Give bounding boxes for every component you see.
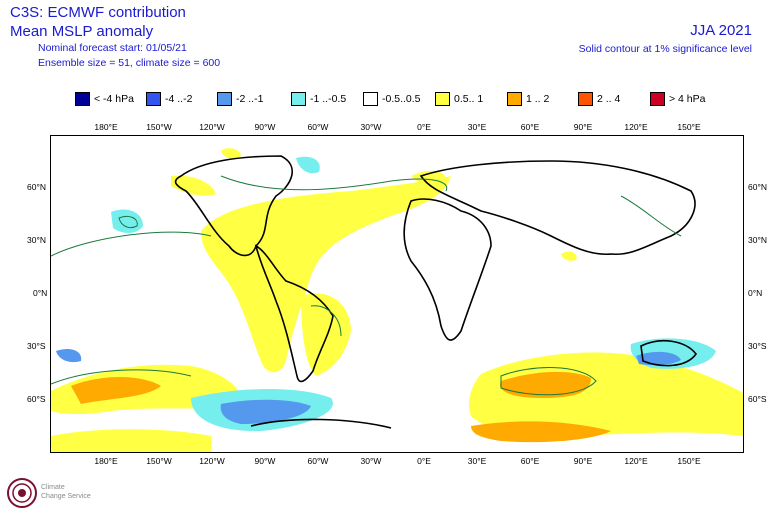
title-variable: Mean MSLP anomaly xyxy=(10,23,154,40)
logo-icon xyxy=(7,478,37,508)
map-canvas xyxy=(51,148,743,452)
title-product: C3S: ECMWF contribution xyxy=(10,4,186,21)
legend-swatch xyxy=(75,92,90,106)
anomaly-map xyxy=(50,135,744,453)
lat-label: 0°N xyxy=(33,288,48,298)
lon-label: 90°W xyxy=(254,122,276,132)
legend-label: 0.5.. 1 xyxy=(454,93,484,105)
logo-text: Climate Change Service xyxy=(41,483,91,501)
lon-label: 90°W xyxy=(254,456,276,466)
lon-label: 90°E xyxy=(573,122,593,132)
lon-label: 120°W xyxy=(199,122,225,132)
ensemble-size: Ensemble size = 51, climate size = 600 xyxy=(38,57,221,69)
legend-label: -2 ..-1 xyxy=(236,93,264,105)
legend-label: > 4 hPa xyxy=(669,93,706,105)
lon-label: 30°W xyxy=(360,122,382,132)
lat-label: 60°S xyxy=(748,394,767,404)
significance-contours xyxy=(51,175,682,396)
lat-label: 0°N xyxy=(748,288,763,298)
lon-label: 30°E xyxy=(467,456,487,466)
legend-label: 2 .. 4 xyxy=(597,93,621,105)
legend-swatch xyxy=(146,92,161,106)
legend-label: 1 .. 2 xyxy=(526,93,550,105)
lat-label: 30°N xyxy=(27,235,46,245)
lon-label: 90°E xyxy=(573,456,593,466)
lon-label: 120°W xyxy=(199,456,225,466)
lon-label: 180°E xyxy=(94,122,118,132)
moderate-positive-shading xyxy=(71,371,611,443)
lon-label: 120°E xyxy=(624,122,648,132)
coastlines xyxy=(174,155,697,429)
legend-label: -4 ..-2 xyxy=(165,93,193,105)
lon-axis-bottom: 180°E 150°W 120°W 90°W 60°W 30°W 0°E 30°… xyxy=(50,456,744,468)
positive-anomaly-shading xyxy=(51,148,743,452)
lon-label: 120°E xyxy=(624,456,648,466)
season-label: JJA 2021 xyxy=(690,22,752,39)
lon-label: 0°E xyxy=(417,122,431,132)
lon-label: 150°W xyxy=(146,122,172,132)
legend-label: -1 ..-0.5 xyxy=(310,93,347,105)
lat-label: 30°S xyxy=(748,341,767,351)
lat-label: 30°S xyxy=(27,341,46,351)
lon-label: 60°E xyxy=(520,456,540,466)
logo-line-2: Change Service xyxy=(41,493,91,500)
lon-axis-top: 180°E 150°W 120°W 90°W 60°W 30°W 0°E 30°… xyxy=(50,122,744,134)
legend-swatch xyxy=(217,92,232,106)
legend-swatch xyxy=(650,92,665,106)
lon-label: 0°E xyxy=(417,456,431,466)
lat-label: 60°S xyxy=(27,394,46,404)
lon-label: 30°E xyxy=(467,122,487,132)
legend-swatch xyxy=(363,92,378,106)
lon-label: 150°E xyxy=(677,122,701,132)
lat-label: 60°N xyxy=(27,182,46,192)
legend-swatch xyxy=(435,92,450,106)
legend-label: -0.5..0.5 xyxy=(382,93,421,105)
lon-label: 60°W xyxy=(307,456,329,466)
lon-label: 60°E xyxy=(520,122,540,132)
significance-note: Solid contour at 1% significance level xyxy=(578,43,752,55)
forecast-start: Nominal forecast start: 01/05/21 xyxy=(38,42,187,54)
legend-swatch xyxy=(291,92,306,106)
logo-line-1: Climate xyxy=(41,484,65,491)
lat-label: 30°N xyxy=(748,235,767,245)
legend-swatch xyxy=(507,92,522,106)
lon-label: 30°W xyxy=(360,456,382,466)
lon-label: 150°E xyxy=(677,456,701,466)
copernicus-logo: Climate Change Service xyxy=(5,473,105,515)
lon-label: 60°W xyxy=(307,122,329,132)
lon-label: 150°W xyxy=(146,456,172,466)
lon-label: 180°E xyxy=(94,456,118,466)
legend-label: < -4 hPa xyxy=(94,93,134,105)
legend-swatch xyxy=(578,92,593,106)
lat-label: 60°N xyxy=(748,182,767,192)
